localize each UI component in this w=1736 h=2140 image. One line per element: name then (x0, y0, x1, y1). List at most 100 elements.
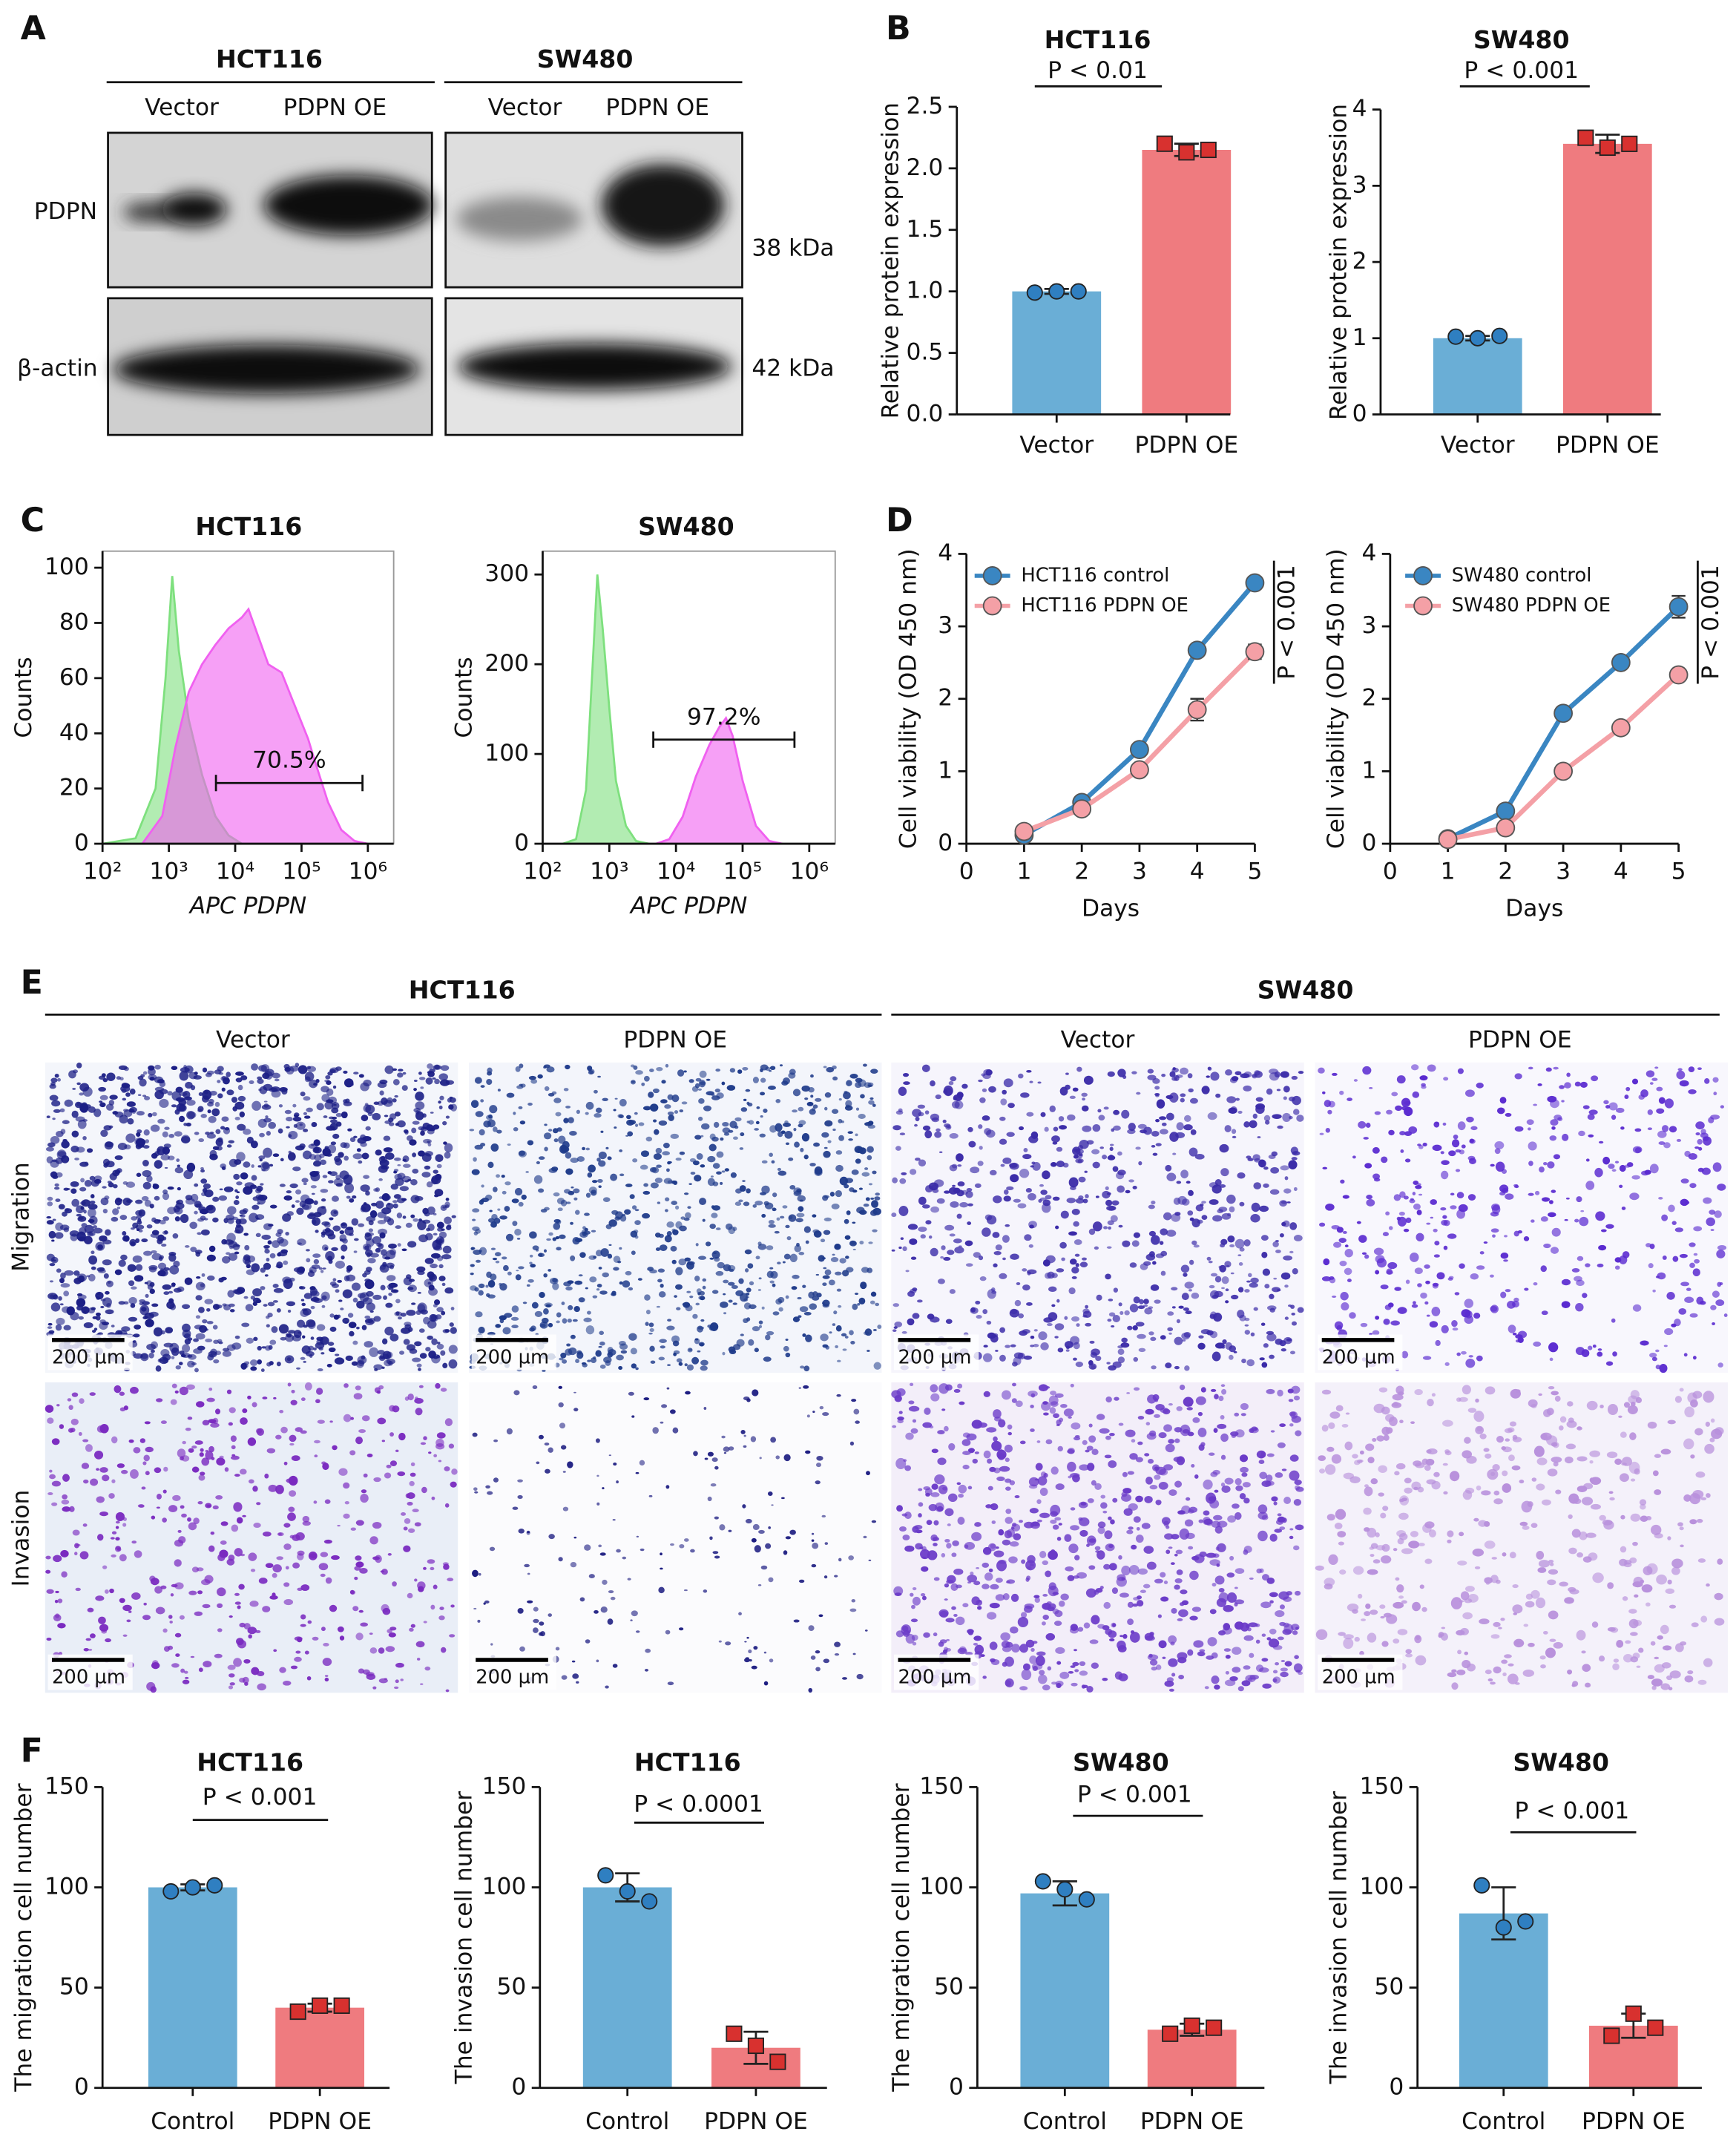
stained-cell (1220, 1384, 1226, 1388)
stained-cell (151, 1660, 159, 1667)
stained-cell (1545, 1067, 1552, 1072)
stained-cell (75, 1116, 85, 1122)
stained-cell (252, 1297, 261, 1304)
stained-cell (342, 1289, 353, 1299)
stained-cell (607, 1156, 612, 1161)
stained-cell (704, 1457, 708, 1460)
stained-cell (60, 1273, 66, 1279)
stained-cell (325, 1577, 332, 1584)
stained-cell (1194, 1474, 1199, 1479)
stained-cell (1184, 1281, 1194, 1289)
stained-cell (1188, 1546, 1194, 1550)
stained-cell (337, 1525, 341, 1527)
stained-cell (720, 1137, 724, 1141)
stained-cell (328, 1180, 334, 1184)
scale-bar-label: 200 µm (898, 1346, 972, 1368)
stained-cell (46, 1253, 55, 1261)
stained-cell (715, 1270, 724, 1276)
stained-cell (519, 1646, 525, 1652)
stained-cell (1539, 1166, 1545, 1173)
stained-cell (1201, 1086, 1210, 1094)
stained-cell (395, 1178, 404, 1186)
stained-cell (914, 1123, 918, 1127)
stained-cell (312, 1161, 321, 1167)
stained-cell (442, 1245, 452, 1254)
stained-cell (1404, 1100, 1411, 1105)
stained-cell (177, 1164, 181, 1168)
stained-cell (96, 1293, 101, 1295)
stained-cell (503, 1264, 509, 1272)
stained-cell (871, 1520, 877, 1523)
stained-cell (1550, 1099, 1559, 1109)
stained-cell (154, 1467, 162, 1474)
stained-cell (394, 1094, 398, 1098)
stained-cell (160, 1330, 165, 1335)
stained-cell (202, 1419, 210, 1426)
stained-cell (1597, 1351, 1603, 1357)
stained-cell (824, 1092, 832, 1098)
stained-cell (160, 1420, 167, 1425)
stained-cell (268, 1224, 274, 1227)
stained-cell (608, 1454, 611, 1457)
stained-cell (1450, 1205, 1457, 1210)
stained-cell (1131, 1071, 1137, 1074)
stained-cell (1210, 1071, 1220, 1081)
stained-cell (1150, 1284, 1160, 1291)
stained-cell (378, 1243, 384, 1250)
stained-cell (150, 1686, 157, 1693)
stained-cell (490, 1221, 497, 1228)
stained-cell (200, 1169, 206, 1173)
stained-cell (296, 1367, 300, 1370)
stained-cell (761, 1160, 768, 1164)
stained-cell (197, 1345, 206, 1350)
stained-cell (533, 1627, 539, 1633)
stained-cell (999, 1138, 1007, 1145)
stained-cell (427, 1063, 433, 1069)
stained-cell (1298, 1671, 1303, 1675)
stained-cell (366, 1453, 373, 1457)
stained-cell (870, 1197, 875, 1200)
stained-cell (320, 1573, 326, 1578)
stained-cell (744, 1249, 752, 1255)
stained-cell (347, 1128, 352, 1132)
stained-cell (226, 1389, 232, 1394)
stained-cell (610, 1596, 616, 1601)
stained-cell (70, 1418, 79, 1425)
stained-cell (366, 1215, 376, 1222)
stained-cell (447, 1578, 454, 1582)
stained-cell (276, 1556, 283, 1560)
stained-cell (898, 1108, 903, 1113)
stained-cell (1060, 1210, 1069, 1219)
stained-cell (341, 1244, 348, 1252)
stained-cell (1366, 1195, 1373, 1200)
stained-cell (686, 1364, 694, 1371)
stained-cell (283, 1195, 292, 1201)
stained-cell (616, 1480, 619, 1484)
stained-cell (798, 1206, 804, 1212)
stained-cell (846, 1267, 854, 1273)
stained-cell (243, 1233, 249, 1236)
stained-cell (640, 1150, 650, 1158)
stained-cell (1230, 1272, 1234, 1275)
stained-cell (217, 1137, 223, 1143)
stained-cell (265, 1115, 269, 1119)
stained-cell (666, 1221, 674, 1228)
stained-cell (424, 1258, 434, 1264)
stained-cell (260, 1368, 265, 1373)
stained-cell (474, 1287, 479, 1292)
stained-cell (486, 1078, 493, 1086)
stained-cell (57, 1077, 61, 1082)
stained-cell (1331, 1072, 1338, 1076)
stained-cell (123, 1235, 130, 1242)
stained-cell (1240, 1466, 1249, 1473)
stained-cell (380, 1156, 386, 1161)
stained-cell (1268, 1638, 1280, 1648)
condition-label: PDPN OE (1468, 1026, 1572, 1053)
stained-cell (522, 1302, 527, 1304)
stained-cell (976, 1566, 979, 1569)
stained-cell (597, 1075, 601, 1078)
stained-cell (1005, 1345, 1010, 1348)
stained-cell (748, 1304, 757, 1310)
stained-cell (1095, 1195, 1099, 1198)
stained-cell (280, 1426, 288, 1434)
